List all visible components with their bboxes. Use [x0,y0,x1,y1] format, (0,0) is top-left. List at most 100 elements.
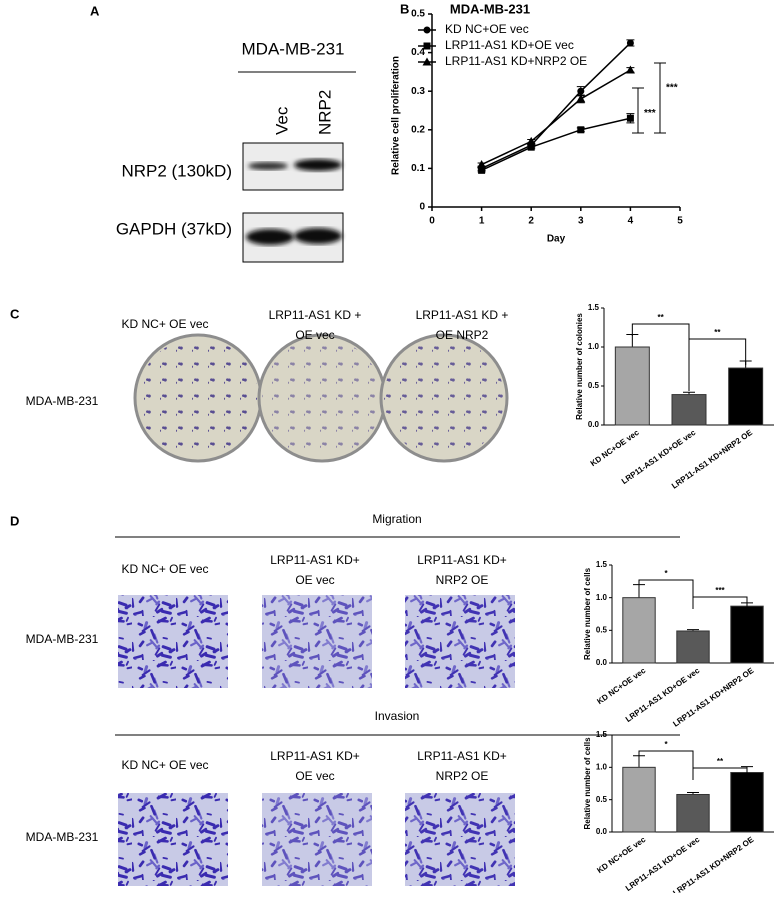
column-label: OE NRP2 [436,328,489,342]
bar [676,793,710,833]
series-line [481,69,631,166]
bar [622,766,656,833]
y-tick-label: 0.5 [588,381,600,390]
transwell-image [262,793,372,886]
y-axis-label: Relative number of cells [583,567,592,660]
y-tick-label: 0.0 [596,827,608,836]
section-title: Migration [372,512,421,526]
column-label: LRP11-AS1 KD+ [417,553,507,567]
significance: *** [666,83,678,94]
significance: ** [717,757,724,766]
significance-bracket [654,62,666,134]
bar [671,394,707,426]
y-tick-label: 0 [419,202,425,213]
significance: *** [644,108,656,119]
marker [477,160,487,169]
significance-bracket [638,750,694,777]
panel-label: D [10,513,19,528]
column-label: NRP2 OE [436,573,489,587]
transwell-image [405,793,515,886]
bar [730,605,764,664]
x-tick-label: 5 [677,216,683,227]
y-axis-label: Relative cell proliferation [391,56,402,175]
significance: ** [714,328,721,337]
significance-bracket [688,338,747,391]
marker [576,94,586,103]
blot-band [294,228,342,244]
y-tick-label: 1.0 [588,342,600,351]
transwell-image [262,595,372,688]
blot-band [246,229,294,245]
y-tick-label: 0.5 [596,625,608,634]
y-axis-label: Relative number of cells [583,737,592,830]
legend-label: LRP11-AS1 KD+NRP2 OE [445,54,587,68]
column-label: OE vec [295,573,334,587]
blot-band [294,159,342,171]
blot-row-label: GAPDH (37kD) [116,219,232,238]
bar [730,772,764,833]
dishes [133,333,509,463]
y-tick-label: 0.0 [588,420,600,429]
x-tick-label: 1 [479,216,485,227]
colonies [384,338,504,458]
colonies [262,338,382,458]
column-label: LRP11-AS1 KD + [269,308,362,322]
column-label: KD NC+ OE vec [121,562,208,576]
series-line [481,117,631,172]
transwell-image [118,595,228,688]
marker [626,114,634,122]
y-tick-label: 0.0 [596,658,608,667]
bar [614,346,650,426]
row-label: MDA-MB-231 [26,632,99,646]
transwell-image [118,793,228,886]
y-tick-label: 1.0 [596,593,608,602]
significance: *** [715,586,725,595]
error-bar [626,334,639,347]
section-title: Invasion [375,709,420,723]
panel-label: B [400,1,409,16]
significance-bracket [632,87,644,134]
column-label: OE vec [295,769,334,783]
chart-title: MDA-MB-231 [450,1,530,16]
column-label: LRP11-AS1 KD+ [417,749,507,763]
panel-label: A [90,3,100,18]
lane-label: NRP2 [315,90,334,135]
lane-label: Vec [272,106,291,135]
bar [728,367,764,426]
transwell-image [405,595,515,688]
blot-cell-line: MDA-MB-231 [242,39,345,58]
blot-band [248,162,288,170]
marker [625,65,635,74]
x-tick-label: 3 [578,216,584,227]
x-tick-label: 4 [628,216,634,227]
significance: * [664,740,668,749]
marker [526,136,536,145]
x-axis-label: Day [547,234,566,245]
marker [626,39,634,47]
significance-bracket [692,596,748,609]
marker [577,87,585,95]
x-tick-label: KD NC+OE vec [589,428,641,468]
x-tick-label: KD NC+OE vec [595,835,647,875]
y-tick-label: 1.5 [596,730,608,739]
y-axis-label: Relative number of colonies [575,313,584,420]
x-tick-label: KD NC+OE vec [595,666,647,706]
significance-bracket [692,767,748,780]
significance: ** [658,313,665,322]
y-tick-label: 0.5 [411,9,425,20]
marker [527,143,535,151]
blot-row-label: NRP2 (130kD) [121,161,232,180]
y-tick-label: 0.2 [411,124,425,135]
row-label: MDA-MB-231 [26,830,99,844]
marker [577,126,585,134]
bar [622,597,656,664]
x-tick-label: 2 [528,216,534,227]
panel-label: C [10,306,20,321]
column-label: OE vec [295,328,334,342]
y-tick-label: 1.0 [596,762,608,771]
significance: * [664,569,668,578]
x-tick-label: 0 [429,216,435,227]
column-label: KD NC+ OE vec [121,758,208,772]
